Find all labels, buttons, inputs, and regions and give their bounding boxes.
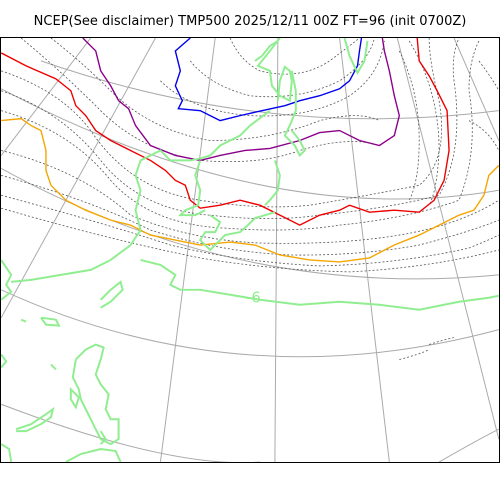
contour-label-minus6: -6 — [246, 289, 261, 307]
isotherm-orange — [1, 117, 499, 263]
map-title: NCEP(See disclaimer) TMP500 2025/12/11 0… — [33, 14, 467, 29]
latitude-lines — [1, 38, 499, 462]
map-canvas: -6 — [0, 37, 500, 463]
isotherm-red — [1, 38, 450, 226]
isotherm-blue — [174, 38, 363, 122]
isotherm-purple — [82, 38, 401, 162]
coastlines — [1, 38, 499, 462]
meridian-lines — [1, 38, 499, 462]
